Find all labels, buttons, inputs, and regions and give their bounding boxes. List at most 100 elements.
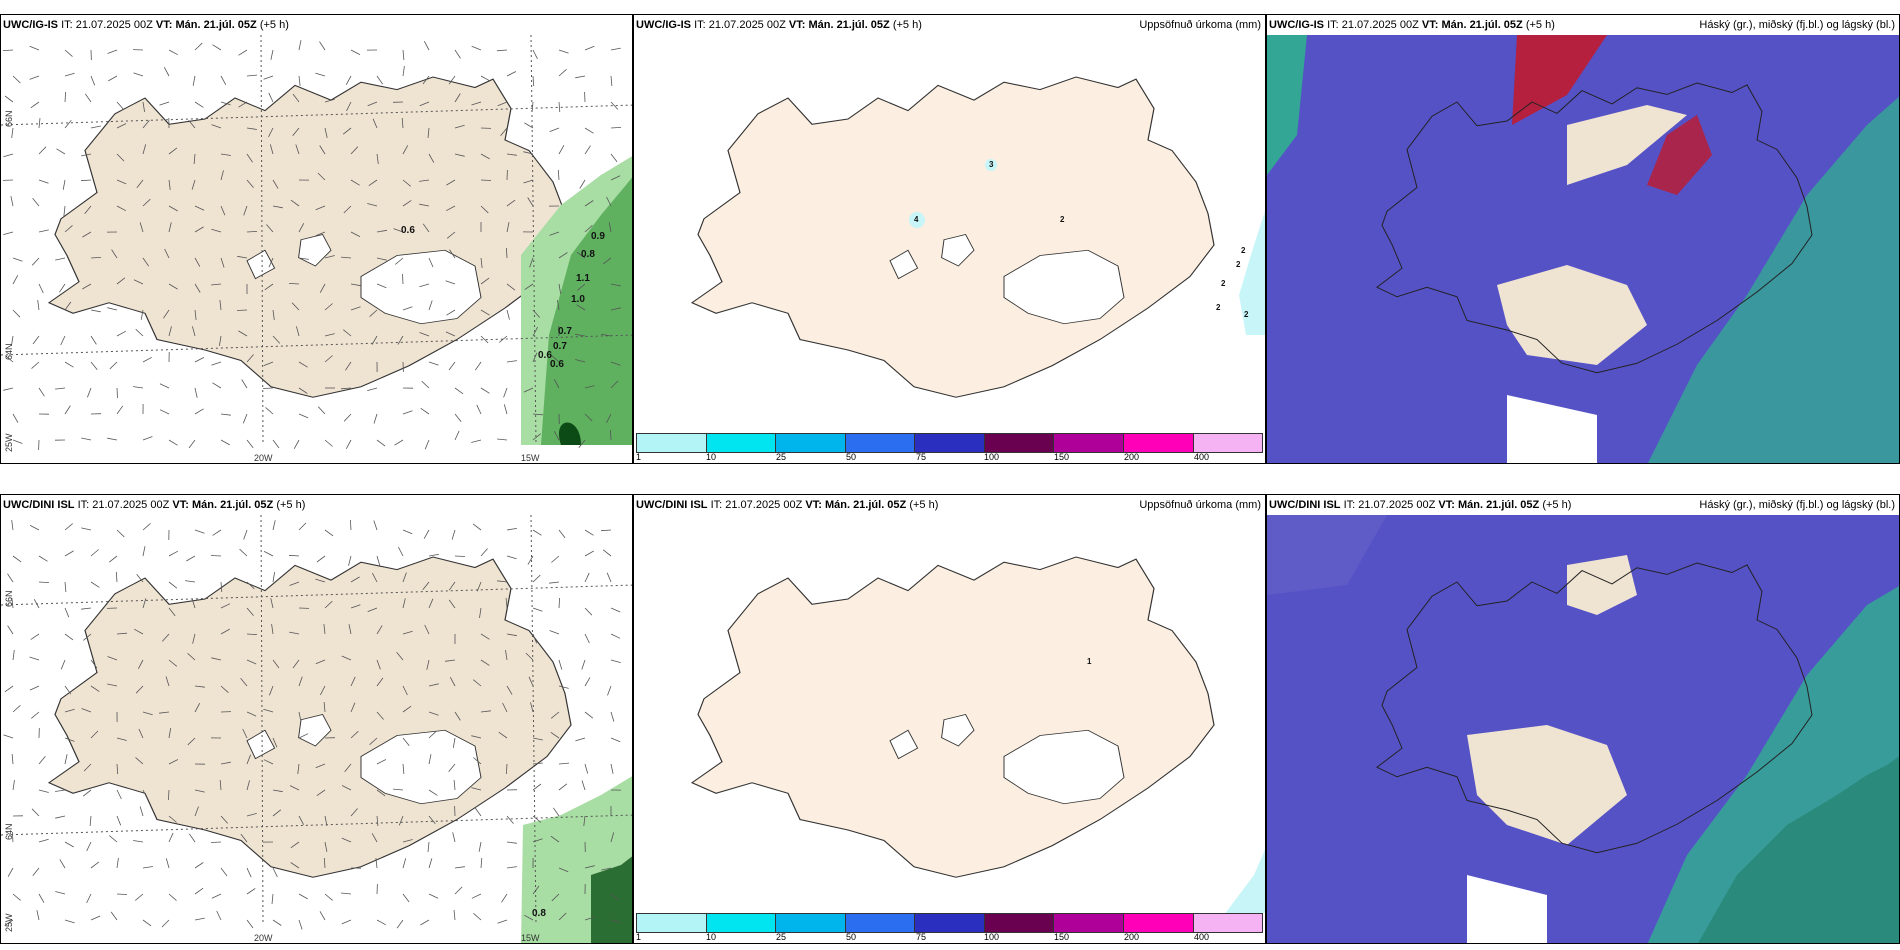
legend-bar [636, 913, 1263, 933]
wind-barb [323, 701, 326, 713]
wind-barb [272, 205, 283, 209]
legend-swatch [1123, 914, 1194, 932]
wind-barb [82, 231, 92, 238]
panel-header: UWC/IG-IS IT: 21.07.2025 00Z VT: Mán. 21… [1267, 15, 1899, 35]
wind-barb [116, 763, 119, 775]
wind-barb [342, 127, 352, 135]
wind-barb [12, 309, 21, 318]
wind-barb [60, 335, 66, 346]
wind-barb [584, 607, 593, 616]
wind-value: 0.6 [550, 359, 564, 370]
wind-barb [324, 841, 328, 852]
wind-barb [246, 127, 257, 130]
wind-barb [55, 815, 66, 819]
wind-barb [86, 893, 92, 904]
wind-barb [454, 153, 465, 157]
wind-barb [242, 728, 248, 739]
wind-barb [116, 893, 128, 895]
wind-barb [90, 361, 98, 371]
wind-barb [7, 625, 14, 635]
wind-barb [549, 231, 560, 236]
wind-barb [474, 807, 482, 817]
wind-barb [532, 529, 542, 536]
legend-tick: 50 [846, 932, 857, 942]
wind-barb [402, 598, 406, 609]
wind-barb [350, 604, 361, 609]
wind-barb [11, 753, 14, 765]
wind-barb [319, 145, 326, 155]
wind-barb [298, 733, 309, 739]
wind-barb [474, 361, 482, 371]
wind-barb [424, 624, 430, 635]
wind-barb [340, 256, 352, 259]
wind-barb [350, 306, 361, 311]
wind-barb [320, 685, 326, 696]
wind-barb [501, 893, 508, 903]
wind-barb [55, 789, 66, 792]
wind-barb [220, 761, 231, 765]
wind-barb [584, 633, 590, 644]
wind-barb [576, 251, 586, 259]
wind-barb [298, 257, 309, 260]
wind-barb [476, 404, 482, 415]
wind-barb [480, 75, 490, 82]
wind-barb [36, 910, 40, 921]
wind-barb [398, 546, 404, 557]
wind-barb [298, 711, 302, 722]
wind-barb [428, 361, 439, 366]
precip-value: 2 [1241, 246, 1246, 255]
lat-label: 64N [4, 343, 14, 360]
wind-barb [584, 572, 590, 583]
wind-barb [211, 657, 222, 661]
wind-barb [220, 101, 231, 106]
wind-barb [12, 275, 19, 285]
wind-barb [373, 413, 378, 424]
wind-barb [396, 652, 404, 661]
wind-barb [12, 257, 23, 262]
wind-barb [246, 780, 250, 791]
wind-barb [142, 866, 153, 869]
wind-barb [506, 633, 517, 637]
wind-barb [423, 41, 430, 51]
wind-barb [345, 439, 352, 449]
wind-barb [270, 598, 274, 609]
wind-barb [454, 124, 465, 129]
wind-barb [29, 685, 40, 691]
wind-barb [139, 806, 144, 817]
wind-barb [62, 179, 66, 190]
legend-swatch [776, 434, 846, 452]
wind-barb [4, 685, 14, 693]
wind-barb [246, 581, 255, 590]
wind-barb [610, 711, 615, 722]
wind-barb [448, 599, 456, 609]
wind-barb [139, 222, 144, 233]
wind-barb [428, 683, 439, 687]
wind-map-panel-dini: UWC/DINI ISL IT: 21.07.2025 00Z VT: Mán.… [0, 494, 633, 944]
wind-barb [316, 789, 326, 797]
wind-barb [116, 789, 122, 800]
wind-barb [81, 527, 92, 531]
wind-barb [12, 650, 15, 661]
wind-barb [220, 815, 228, 824]
wind-barb [448, 581, 456, 591]
wind-barb [38, 838, 49, 843]
wind-barb [240, 678, 248, 687]
cloud-map-panel-dini: UWC/DINI ISL IT: 21.07.2025 00Z VT: Mán.… [1266, 494, 1900, 944]
wind-barb [168, 815, 177, 823]
wind-barb [90, 549, 99, 557]
wind-barb [402, 630, 413, 635]
wind-barb [532, 326, 538, 337]
wind-barb [581, 780, 586, 791]
wind-barb [272, 572, 275, 583]
wind-barb [298, 40, 302, 51]
wind-barb [497, 580, 508, 583]
wind-barb [142, 919, 152, 927]
wind-barb [168, 326, 172, 337]
wind-barb [60, 659, 66, 670]
wind-barb [212, 382, 222, 389]
precip-legend: 1 10 25 50 75 100 150 200 400 [634, 913, 1265, 943]
wind-barb [135, 757, 144, 765]
wind-barb [30, 101, 40, 109]
wind-barb [530, 702, 534, 713]
lon-label: 25W [4, 913, 14, 932]
